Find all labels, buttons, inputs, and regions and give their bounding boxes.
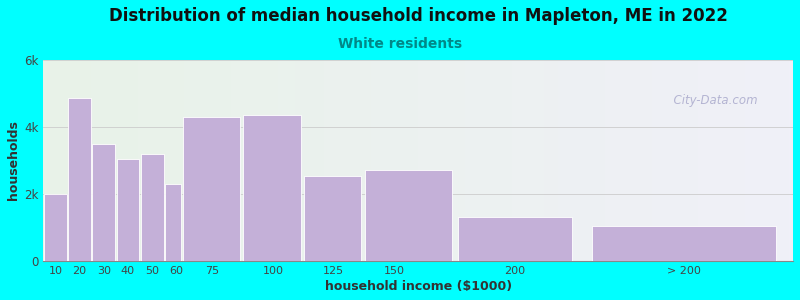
Bar bbox=[182, 117, 240, 261]
Bar bbox=[68, 98, 91, 261]
Text: White residents: White residents bbox=[338, 37, 462, 50]
Title: Distribution of median household income in Mapleton, ME in 2022: Distribution of median household income … bbox=[109, 7, 728, 25]
Bar bbox=[92, 144, 115, 261]
Bar bbox=[165, 184, 181, 261]
Y-axis label: households: households bbox=[7, 121, 20, 200]
Bar bbox=[44, 194, 67, 261]
Bar bbox=[365, 170, 452, 261]
X-axis label: household income ($1000): household income ($1000) bbox=[325, 280, 512, 293]
Bar bbox=[141, 154, 164, 261]
Bar bbox=[592, 226, 776, 261]
Bar bbox=[304, 176, 361, 261]
Bar bbox=[243, 115, 301, 261]
Text: City-Data.com: City-Data.com bbox=[666, 94, 758, 106]
Bar bbox=[458, 218, 572, 261]
Bar bbox=[117, 159, 139, 261]
